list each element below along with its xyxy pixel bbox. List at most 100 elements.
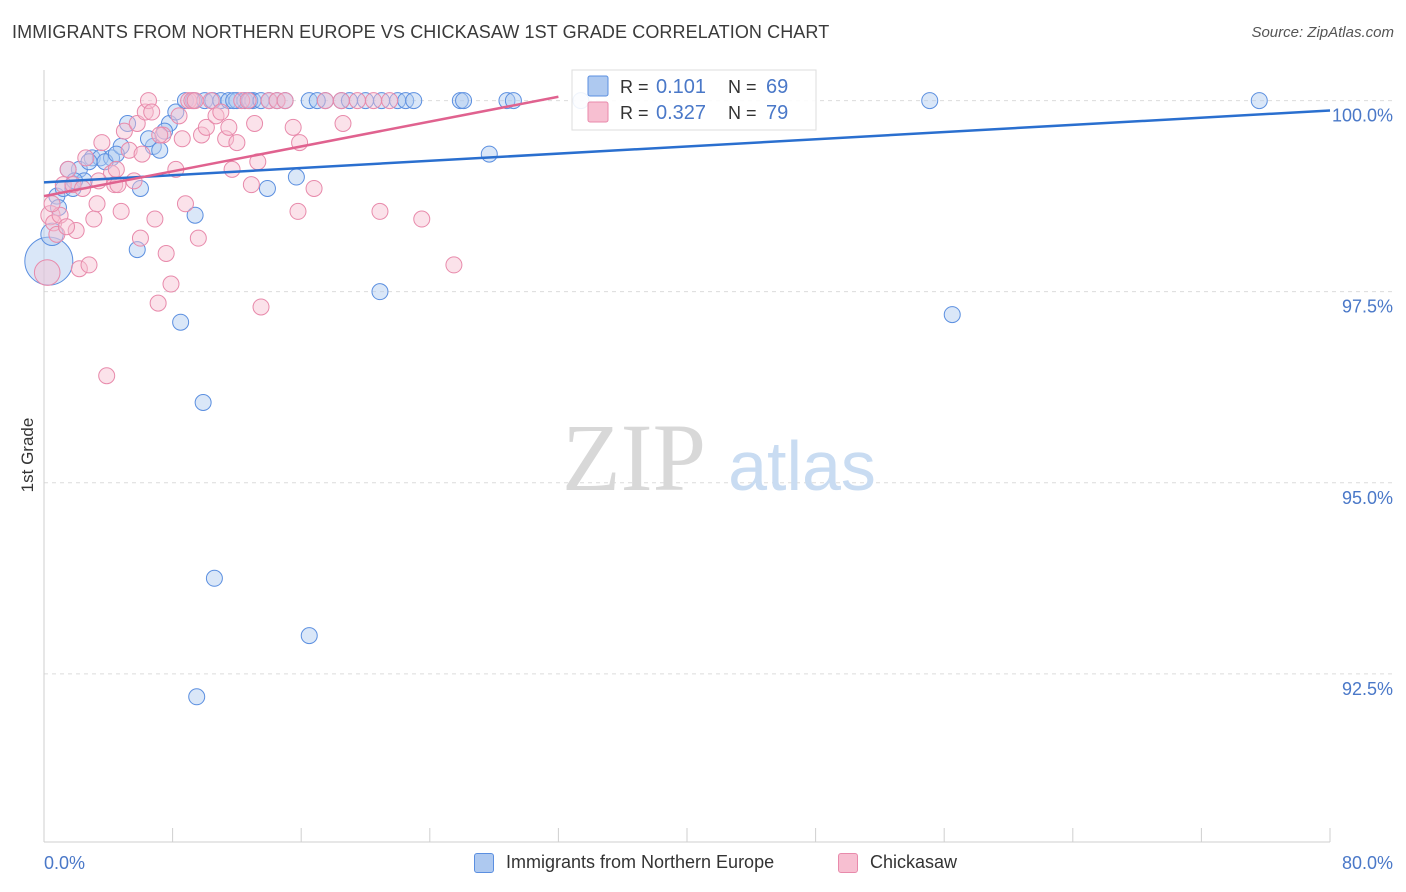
data-point-pink-36 (176, 195, 194, 213)
data-point-pink-75 (107, 160, 125, 178)
legend-swatch-blue (474, 852, 494, 873)
data-point-pink-65 (348, 92, 366, 110)
data-point-blue-55 (921, 92, 939, 110)
legend-label-chickasaw: Chickasaw (870, 852, 958, 872)
data-point-pink-66 (365, 92, 383, 110)
data-point-pink-28 (146, 210, 164, 228)
data-point-pink-62 (316, 92, 334, 110)
x-tick-label-min: 0.0% (44, 853, 85, 873)
data-point-pink-34 (170, 107, 188, 125)
data-point-pink-40 (189, 229, 207, 247)
y-tick-label-2: 97.5% (1342, 297, 1393, 317)
legend-frame (571, 69, 817, 131)
data-point-pink-20 (115, 122, 133, 140)
data-point-blue-28 (194, 393, 212, 411)
y-tick-label-0: 92.5% (1342, 679, 1393, 699)
data-point-pink-51 (239, 92, 257, 110)
bottom-legend: Immigrants from Northern Europe Chickasa… (0, 852, 1406, 878)
data-point-pink-21 (120, 141, 138, 159)
data-point-pink-78 (242, 176, 260, 194)
data-point-pink-64 (334, 115, 352, 133)
data-point-pink-6 (59, 160, 77, 178)
axes (43, 70, 1331, 843)
data-point-blue-52 (498, 92, 516, 110)
legend-n-label-pink: N = (728, 103, 757, 123)
data-point-pink-47 (220, 118, 238, 136)
legend-swatch-pink (587, 101, 609, 123)
data-point-pink-48 (223, 160, 241, 178)
trend-lines (43, 95, 1331, 198)
data-point-pink-29 (149, 294, 167, 312)
series-immigrants-northern-europe (24, 92, 1268, 706)
data-point-pink-58 (284, 118, 302, 136)
data-point-pink-54 (252, 298, 270, 316)
data-point-pink-8 (67, 222, 85, 240)
data-point-blue-57 (1250, 92, 1268, 110)
y-tick-label-1: 95.0% (1342, 488, 1393, 508)
legend-r-value-pink: 0.327 (656, 102, 706, 124)
data-point-blue-29 (205, 569, 223, 587)
data-point-pink-15 (98, 367, 116, 385)
data-point-blue-62 (139, 130, 157, 148)
legend-item-immigrants: Immigrants from Northern Europe (474, 852, 774, 873)
data-point-pink-52 (246, 115, 264, 133)
data-point-pink-12 (85, 210, 103, 228)
data-point-pink-39 (186, 92, 204, 110)
legend-box: R = 0.101 N = 69 R = 0.327 N = 79 (571, 69, 817, 131)
data-point-blue-45 (258, 179, 276, 197)
data-point-blue-17 (172, 313, 190, 331)
data-point-pink-68 (413, 210, 431, 228)
data-point-blue-46 (287, 168, 305, 186)
data-point-pink-63 (332, 92, 350, 110)
data-point-pink-10 (77, 149, 95, 167)
legend-n-value-pink: 79 (766, 102, 788, 124)
legend-r-label-pink: R = (620, 103, 649, 123)
legend-swatch-pink (838, 852, 858, 873)
data-point-pink-43 (202, 92, 220, 110)
x-tick-label-max: 80.0% (1342, 853, 1393, 873)
watermark: ZIP atlas (562, 404, 876, 511)
data-point-pink-27 (143, 103, 161, 121)
data-point-pink-70 (371, 202, 389, 220)
data-point-pink-0 (33, 259, 61, 286)
data-point-pink-72 (58, 218, 76, 236)
data-point-blue-44 (405, 92, 423, 110)
source-credit: Source: ZipAtlas.com (1251, 24, 1394, 41)
data-point-pink-13 (88, 195, 106, 213)
data-point-pink-50 (233, 92, 251, 110)
data-point-pink-49 (228, 134, 246, 152)
data-point-pink-32 (162, 275, 180, 293)
legend-item-chickasaw: Chickasaw (838, 852, 957, 873)
data-point-blue-48 (371, 283, 389, 301)
series-chickasaw (33, 92, 463, 385)
legend-swatch-blue (587, 75, 609, 97)
data-point-pink-59 (289, 202, 307, 220)
data-point-pink-57 (276, 92, 294, 110)
data-point-blue-51 (480, 145, 498, 163)
data-point-pink-9 (70, 260, 88, 278)
legend-r-value-blue: 0.101 (656, 76, 706, 98)
data-point-blue-61 (107, 145, 125, 163)
data-point-blue-50 (455, 92, 473, 110)
data-point-blue-47 (300, 627, 318, 645)
data-point-pink-71 (43, 195, 61, 213)
chart-title: IMMIGRANTS FROM NORTHERN EUROPE VS CHICK… (12, 22, 830, 42)
data-point-pink-31 (157, 244, 175, 262)
y-tick-label-3: 100.0% (1332, 106, 1393, 126)
data-point-pink-42 (197, 118, 215, 136)
data-point-pink-61 (305, 179, 323, 197)
data-point-pink-76 (133, 145, 151, 163)
watermark-zip: ZIP (562, 404, 706, 511)
tick-labels: 92.5% 95.0% 97.5% 100.0% 0.0% 80.0% (44, 106, 1393, 873)
data-point-pink-69 (445, 256, 463, 274)
legend-r-label-blue: R = (620, 77, 649, 97)
data-point-pink-35 (173, 130, 191, 148)
legend-n-label-blue: N = (728, 77, 757, 97)
data-point-pink-45 (212, 103, 230, 121)
legend-n-value-blue: 69 (766, 76, 788, 98)
data-point-blue-27 (188, 688, 206, 706)
data-point-pink-11 (80, 256, 98, 274)
watermark-atlas: atlas (728, 427, 876, 505)
data-point-blue-56 (943, 306, 961, 324)
